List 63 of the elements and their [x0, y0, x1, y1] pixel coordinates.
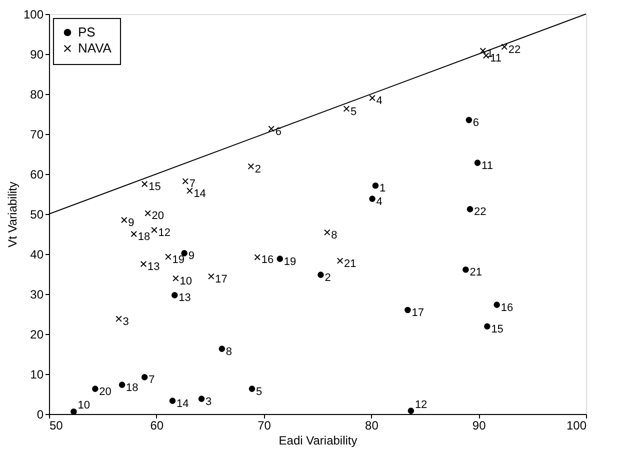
- x-tick-label: 60: [150, 418, 164, 432]
- annotation: 4: [376, 196, 382, 208]
- annotation: 11: [482, 160, 493, 172]
- annotation: 13: [178, 292, 191, 304]
- annotation: 19: [284, 256, 296, 268]
- y-tick-label: 70: [30, 128, 44, 142]
- annotation: 12: [414, 398, 428, 411]
- y-tick-label: 100: [23, 8, 44, 22]
- y-tick-label: 10: [30, 368, 44, 382]
- annotation: 16: [500, 302, 514, 314]
- annotation: 17: [412, 307, 424, 319]
- y-tick-label: 0: [36, 408, 44, 422]
- y-tick-label: 30: [30, 288, 44, 302]
- annotation: 5: [256, 386, 262, 398]
- legend-label: PS: [78, 24, 96, 40]
- annotation: 2: [324, 272, 331, 284]
- annotation: 22: [474, 206, 486, 218]
- x-tick-label: 100: [566, 418, 587, 432]
- annotation: 9: [128, 217, 134, 229]
- annotation: 16: [261, 254, 274, 266]
- annotation: 14: [194, 188, 206, 200]
- annotation: 21: [344, 258, 356, 270]
- x-tick-label: 70: [258, 418, 272, 432]
- y-tick-label: 50: [30, 208, 44, 222]
- annotation: 18: [126, 382, 138, 394]
- annotation: 20: [152, 210, 164, 222]
- annotation: 22: [508, 44, 521, 56]
- annotation: 3: [122, 316, 129, 328]
- annotation: 13: [148, 261, 160, 273]
- annotation: 3: [206, 396, 212, 408]
- legend-label: NAVA: [78, 40, 112, 56]
- annotation: 11: [490, 52, 502, 65]
- x-tick-label: 80: [365, 418, 379, 432]
- y-tick-label: 90: [30, 48, 44, 62]
- annotation: 9: [188, 250, 194, 262]
- annotation: 8: [331, 229, 338, 242]
- annotation: 15: [148, 181, 161, 193]
- annotation: 6: [472, 117, 480, 129]
- annotation: 5: [350, 106, 357, 118]
- annotation: 19: [172, 254, 184, 266]
- annotation: 1: [379, 182, 386, 195]
- y-tick-label: 40: [30, 248, 44, 262]
- annotation: 15: [491, 323, 504, 336]
- annotation: 7: [189, 178, 196, 190]
- x-axis-title: Eadi Variability: [278, 434, 358, 448]
- x-tick-label: 50: [50, 418, 64, 432]
- annotation: 18: [138, 231, 150, 243]
- annotation: 17: [215, 273, 228, 286]
- annotation: 21: [470, 266, 482, 279]
- annotation: 14: [176, 398, 189, 410]
- y-tick-label: 60: [30, 168, 44, 182]
- annotation: 10: [180, 275, 192, 288]
- annotation: 10: [78, 400, 90, 412]
- annotation: 20: [99, 386, 112, 398]
- annotation: 12: [158, 227, 170, 239]
- annotation: 8: [226, 346, 232, 358]
- annotation: 4: [376, 95, 382, 107]
- annotation: 2: [254, 163, 262, 176]
- y-tick-label: 20: [30, 328, 44, 342]
- y-axis-title: Vt Variability: [5, 182, 20, 248]
- annotation: 7: [148, 374, 155, 386]
- y-tick-label: 80: [30, 88, 44, 102]
- x-tick-label: 90: [472, 418, 486, 432]
